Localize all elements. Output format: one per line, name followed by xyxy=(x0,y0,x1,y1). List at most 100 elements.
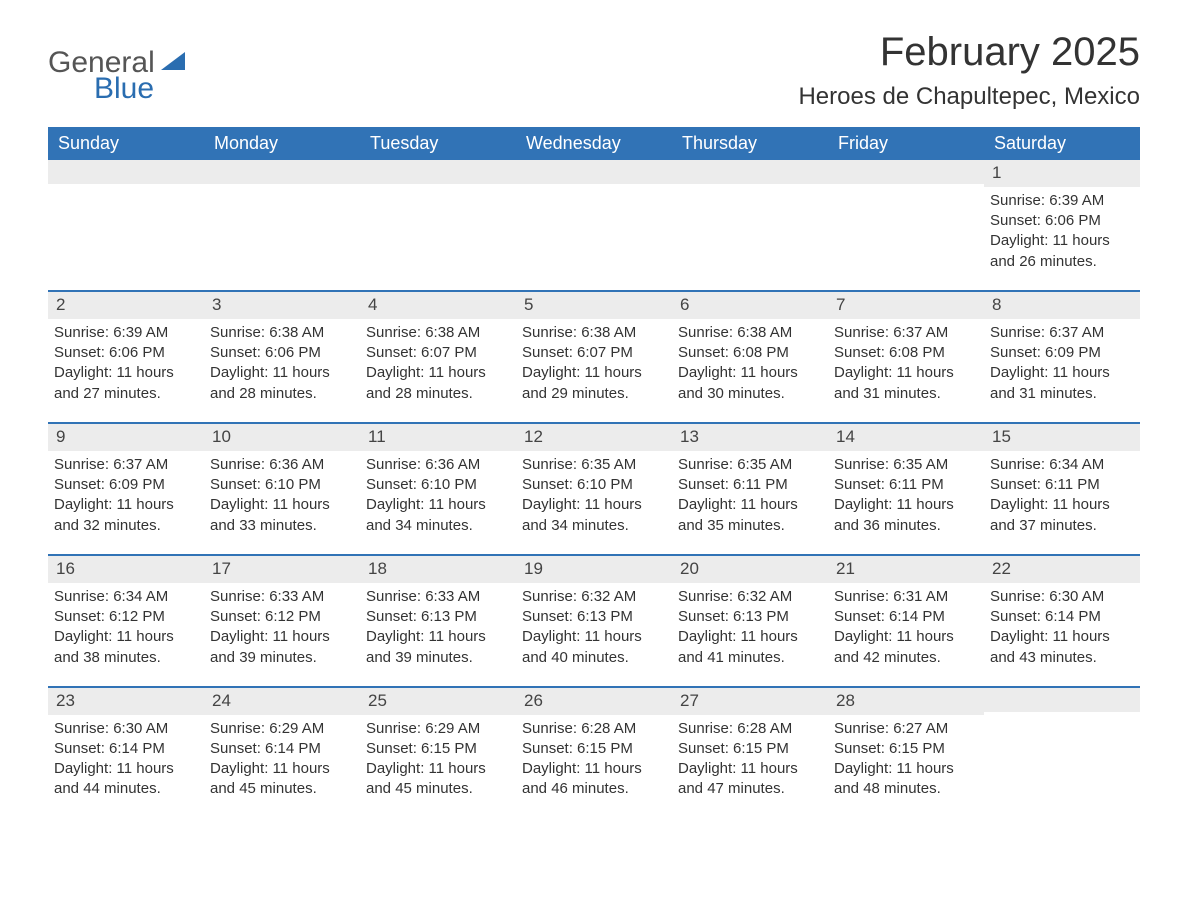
day-cell: 28Sunrise: 6:27 AMSunset: 6:15 PMDayligh… xyxy=(828,688,984,818)
day-cell: 20Sunrise: 6:32 AMSunset: 6:13 PMDayligh… xyxy=(672,556,828,686)
logo: General Blue xyxy=(48,30,185,104)
daylight-line2: and 29 minutes. xyxy=(522,384,664,404)
day-cell xyxy=(516,160,672,290)
daylight-line2: and 37 minutes. xyxy=(990,516,1132,536)
sunrise: Sunrise: 6:34 AM xyxy=(990,455,1132,475)
daylight-line1: Daylight: 11 hours xyxy=(678,495,820,515)
sunrise: Sunrise: 6:33 AM xyxy=(210,587,352,607)
day-cell xyxy=(360,160,516,290)
day-number: 8 xyxy=(984,292,1140,319)
daylight-line1: Daylight: 11 hours xyxy=(990,495,1132,515)
day-number: 19 xyxy=(516,556,672,583)
day-number: 24 xyxy=(204,688,360,715)
day-number: 1 xyxy=(984,160,1140,187)
day-number: 7 xyxy=(828,292,984,319)
sunset: Sunset: 6:14 PM xyxy=(54,739,196,759)
daylight-line1: Daylight: 11 hours xyxy=(990,231,1132,251)
day-cell: 15Sunrise: 6:34 AMSunset: 6:11 PMDayligh… xyxy=(984,424,1140,554)
sunrise: Sunrise: 6:35 AM xyxy=(678,455,820,475)
month-title: February 2025 xyxy=(798,30,1140,75)
sunset: Sunset: 6:11 PM xyxy=(990,475,1132,495)
day-number: 18 xyxy=(360,556,516,583)
dow-saturday: Saturday xyxy=(984,127,1140,160)
day-cell: 24Sunrise: 6:29 AMSunset: 6:14 PMDayligh… xyxy=(204,688,360,818)
daylight-line2: and 33 minutes. xyxy=(210,516,352,536)
daylight-line1: Daylight: 11 hours xyxy=(366,363,508,383)
day-cell: 9Sunrise: 6:37 AMSunset: 6:09 PMDaylight… xyxy=(48,424,204,554)
day-cell: 7Sunrise: 6:37 AMSunset: 6:08 PMDaylight… xyxy=(828,292,984,422)
daylight-line1: Daylight: 11 hours xyxy=(990,363,1132,383)
dow-tuesday: Tuesday xyxy=(360,127,516,160)
daylight-line2: and 27 minutes. xyxy=(54,384,196,404)
sunset: Sunset: 6:07 PM xyxy=(522,343,664,363)
daylight-line1: Daylight: 11 hours xyxy=(210,363,352,383)
day-cell: 21Sunrise: 6:31 AMSunset: 6:14 PMDayligh… xyxy=(828,556,984,686)
day-number: 9 xyxy=(48,424,204,451)
day-number: 21 xyxy=(828,556,984,583)
daylight-line1: Daylight: 11 hours xyxy=(834,759,976,779)
day-cell xyxy=(828,160,984,290)
day-cell: 6Sunrise: 6:38 AMSunset: 6:08 PMDaylight… xyxy=(672,292,828,422)
sunset: Sunset: 6:11 PM xyxy=(834,475,976,495)
logo-text-block: General Blue xyxy=(48,48,155,104)
sunset: Sunset: 6:13 PM xyxy=(678,607,820,627)
sunrise: Sunrise: 6:30 AM xyxy=(54,719,196,739)
sunset: Sunset: 6:14 PM xyxy=(990,607,1132,627)
daylight-line1: Daylight: 11 hours xyxy=(210,495,352,515)
daylight-line1: Daylight: 11 hours xyxy=(366,627,508,647)
sunset: Sunset: 6:15 PM xyxy=(678,739,820,759)
daylight-line1: Daylight: 11 hours xyxy=(834,363,976,383)
daylight-line1: Daylight: 11 hours xyxy=(990,627,1132,647)
day-cell: 14Sunrise: 6:35 AMSunset: 6:11 PMDayligh… xyxy=(828,424,984,554)
day-cell: 17Sunrise: 6:33 AMSunset: 6:12 PMDayligh… xyxy=(204,556,360,686)
calendar: Sunday Monday Tuesday Wednesday Thursday… xyxy=(48,127,1140,818)
week-row: 23Sunrise: 6:30 AMSunset: 6:14 PMDayligh… xyxy=(48,686,1140,818)
day-number: 26 xyxy=(516,688,672,715)
sunset: Sunset: 6:15 PM xyxy=(366,739,508,759)
daylight-line2: and 41 minutes. xyxy=(678,648,820,668)
sunrise: Sunrise: 6:33 AM xyxy=(366,587,508,607)
day-number: 25 xyxy=(360,688,516,715)
sunrise: Sunrise: 6:31 AM xyxy=(834,587,976,607)
day-cell: 22Sunrise: 6:30 AMSunset: 6:14 PMDayligh… xyxy=(984,556,1140,686)
day-cell: 2Sunrise: 6:39 AMSunset: 6:06 PMDaylight… xyxy=(48,292,204,422)
sunset: Sunset: 6:08 PM xyxy=(678,343,820,363)
sunset: Sunset: 6:08 PM xyxy=(834,343,976,363)
sunrise: Sunrise: 6:29 AM xyxy=(210,719,352,739)
day-number: 2 xyxy=(48,292,204,319)
daylight-line2: and 38 minutes. xyxy=(54,648,196,668)
sunset: Sunset: 6:11 PM xyxy=(678,475,820,495)
day-cell: 4Sunrise: 6:38 AMSunset: 6:07 PMDaylight… xyxy=(360,292,516,422)
day-number xyxy=(984,688,1140,712)
daylight-line1: Daylight: 11 hours xyxy=(834,495,976,515)
week-row: 2Sunrise: 6:39 AMSunset: 6:06 PMDaylight… xyxy=(48,290,1140,422)
daylight-line1: Daylight: 11 hours xyxy=(678,363,820,383)
sunrise: Sunrise: 6:28 AM xyxy=(678,719,820,739)
day-cell: 12Sunrise: 6:35 AMSunset: 6:10 PMDayligh… xyxy=(516,424,672,554)
daylight-line1: Daylight: 11 hours xyxy=(366,495,508,515)
title-block: February 2025 Heroes de Chapultepec, Mex… xyxy=(798,30,1140,111)
day-number: 28 xyxy=(828,688,984,715)
daylight-line2: and 26 minutes. xyxy=(990,252,1132,272)
week-row: 16Sunrise: 6:34 AMSunset: 6:12 PMDayligh… xyxy=(48,554,1140,686)
dow-sunday: Sunday xyxy=(48,127,204,160)
daylight-line1: Daylight: 11 hours xyxy=(54,759,196,779)
day-number: 12 xyxy=(516,424,672,451)
daylight-line1: Daylight: 11 hours xyxy=(678,627,820,647)
sunset: Sunset: 6:14 PM xyxy=(834,607,976,627)
sunset: Sunset: 6:12 PM xyxy=(210,607,352,627)
day-cell: 11Sunrise: 6:36 AMSunset: 6:10 PMDayligh… xyxy=(360,424,516,554)
day-cell: 16Sunrise: 6:34 AMSunset: 6:12 PMDayligh… xyxy=(48,556,204,686)
day-number: 6 xyxy=(672,292,828,319)
day-number xyxy=(204,160,360,184)
sunset: Sunset: 6:10 PM xyxy=(210,475,352,495)
daylight-line1: Daylight: 11 hours xyxy=(210,759,352,779)
day-number: 13 xyxy=(672,424,828,451)
day-number: 16 xyxy=(48,556,204,583)
sunset: Sunset: 6:06 PM xyxy=(990,211,1132,231)
day-cell: 19Sunrise: 6:32 AMSunset: 6:13 PMDayligh… xyxy=(516,556,672,686)
daylight-line2: and 39 minutes. xyxy=(366,648,508,668)
sunrise: Sunrise: 6:32 AM xyxy=(678,587,820,607)
daylight-line2: and 46 minutes. xyxy=(522,779,664,799)
day-number xyxy=(48,160,204,184)
